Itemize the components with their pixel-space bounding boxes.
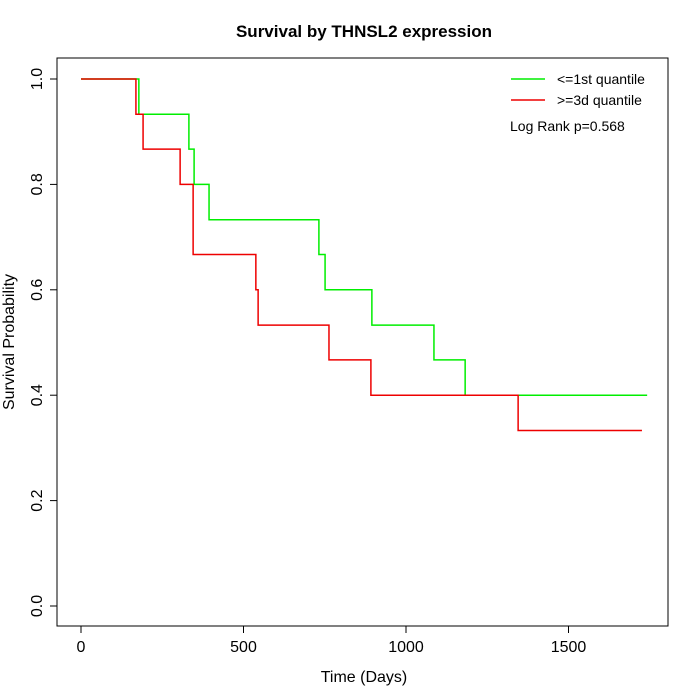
y-tick-label: 0.4 [29,384,46,406]
chart-title: Survival by THNSL2 expression [236,22,492,41]
series-line-0 [81,78,648,396]
x-tick-label: 1000 [388,639,424,656]
y-tick-label: 0.6 [29,279,46,301]
y-axis-label: Survival Probability [1,274,18,410]
plot-frame [56,57,669,627]
x-axis-label: Time (Days) [321,669,408,686]
y-tick-label: 1.0 [29,68,46,90]
y-tick-label: 0.8 [29,173,46,195]
x-tick-label: 0 [77,639,86,656]
logrank-annotation: Log Rank p=0.568 [510,118,625,134]
legend: <=1st quantile >=3d quantile Log Rank p=… [510,71,645,134]
legend-label-1: >=3d quantile [557,92,642,108]
legend-label-0: <=1st quantile [557,71,645,87]
series-line-1 [81,78,642,432]
y-tick-label: 0.2 [29,489,46,511]
x-tick-label: 500 [230,639,257,656]
y-tick-label: 0.0 [29,595,46,617]
x-tick-label: 1500 [551,639,587,656]
